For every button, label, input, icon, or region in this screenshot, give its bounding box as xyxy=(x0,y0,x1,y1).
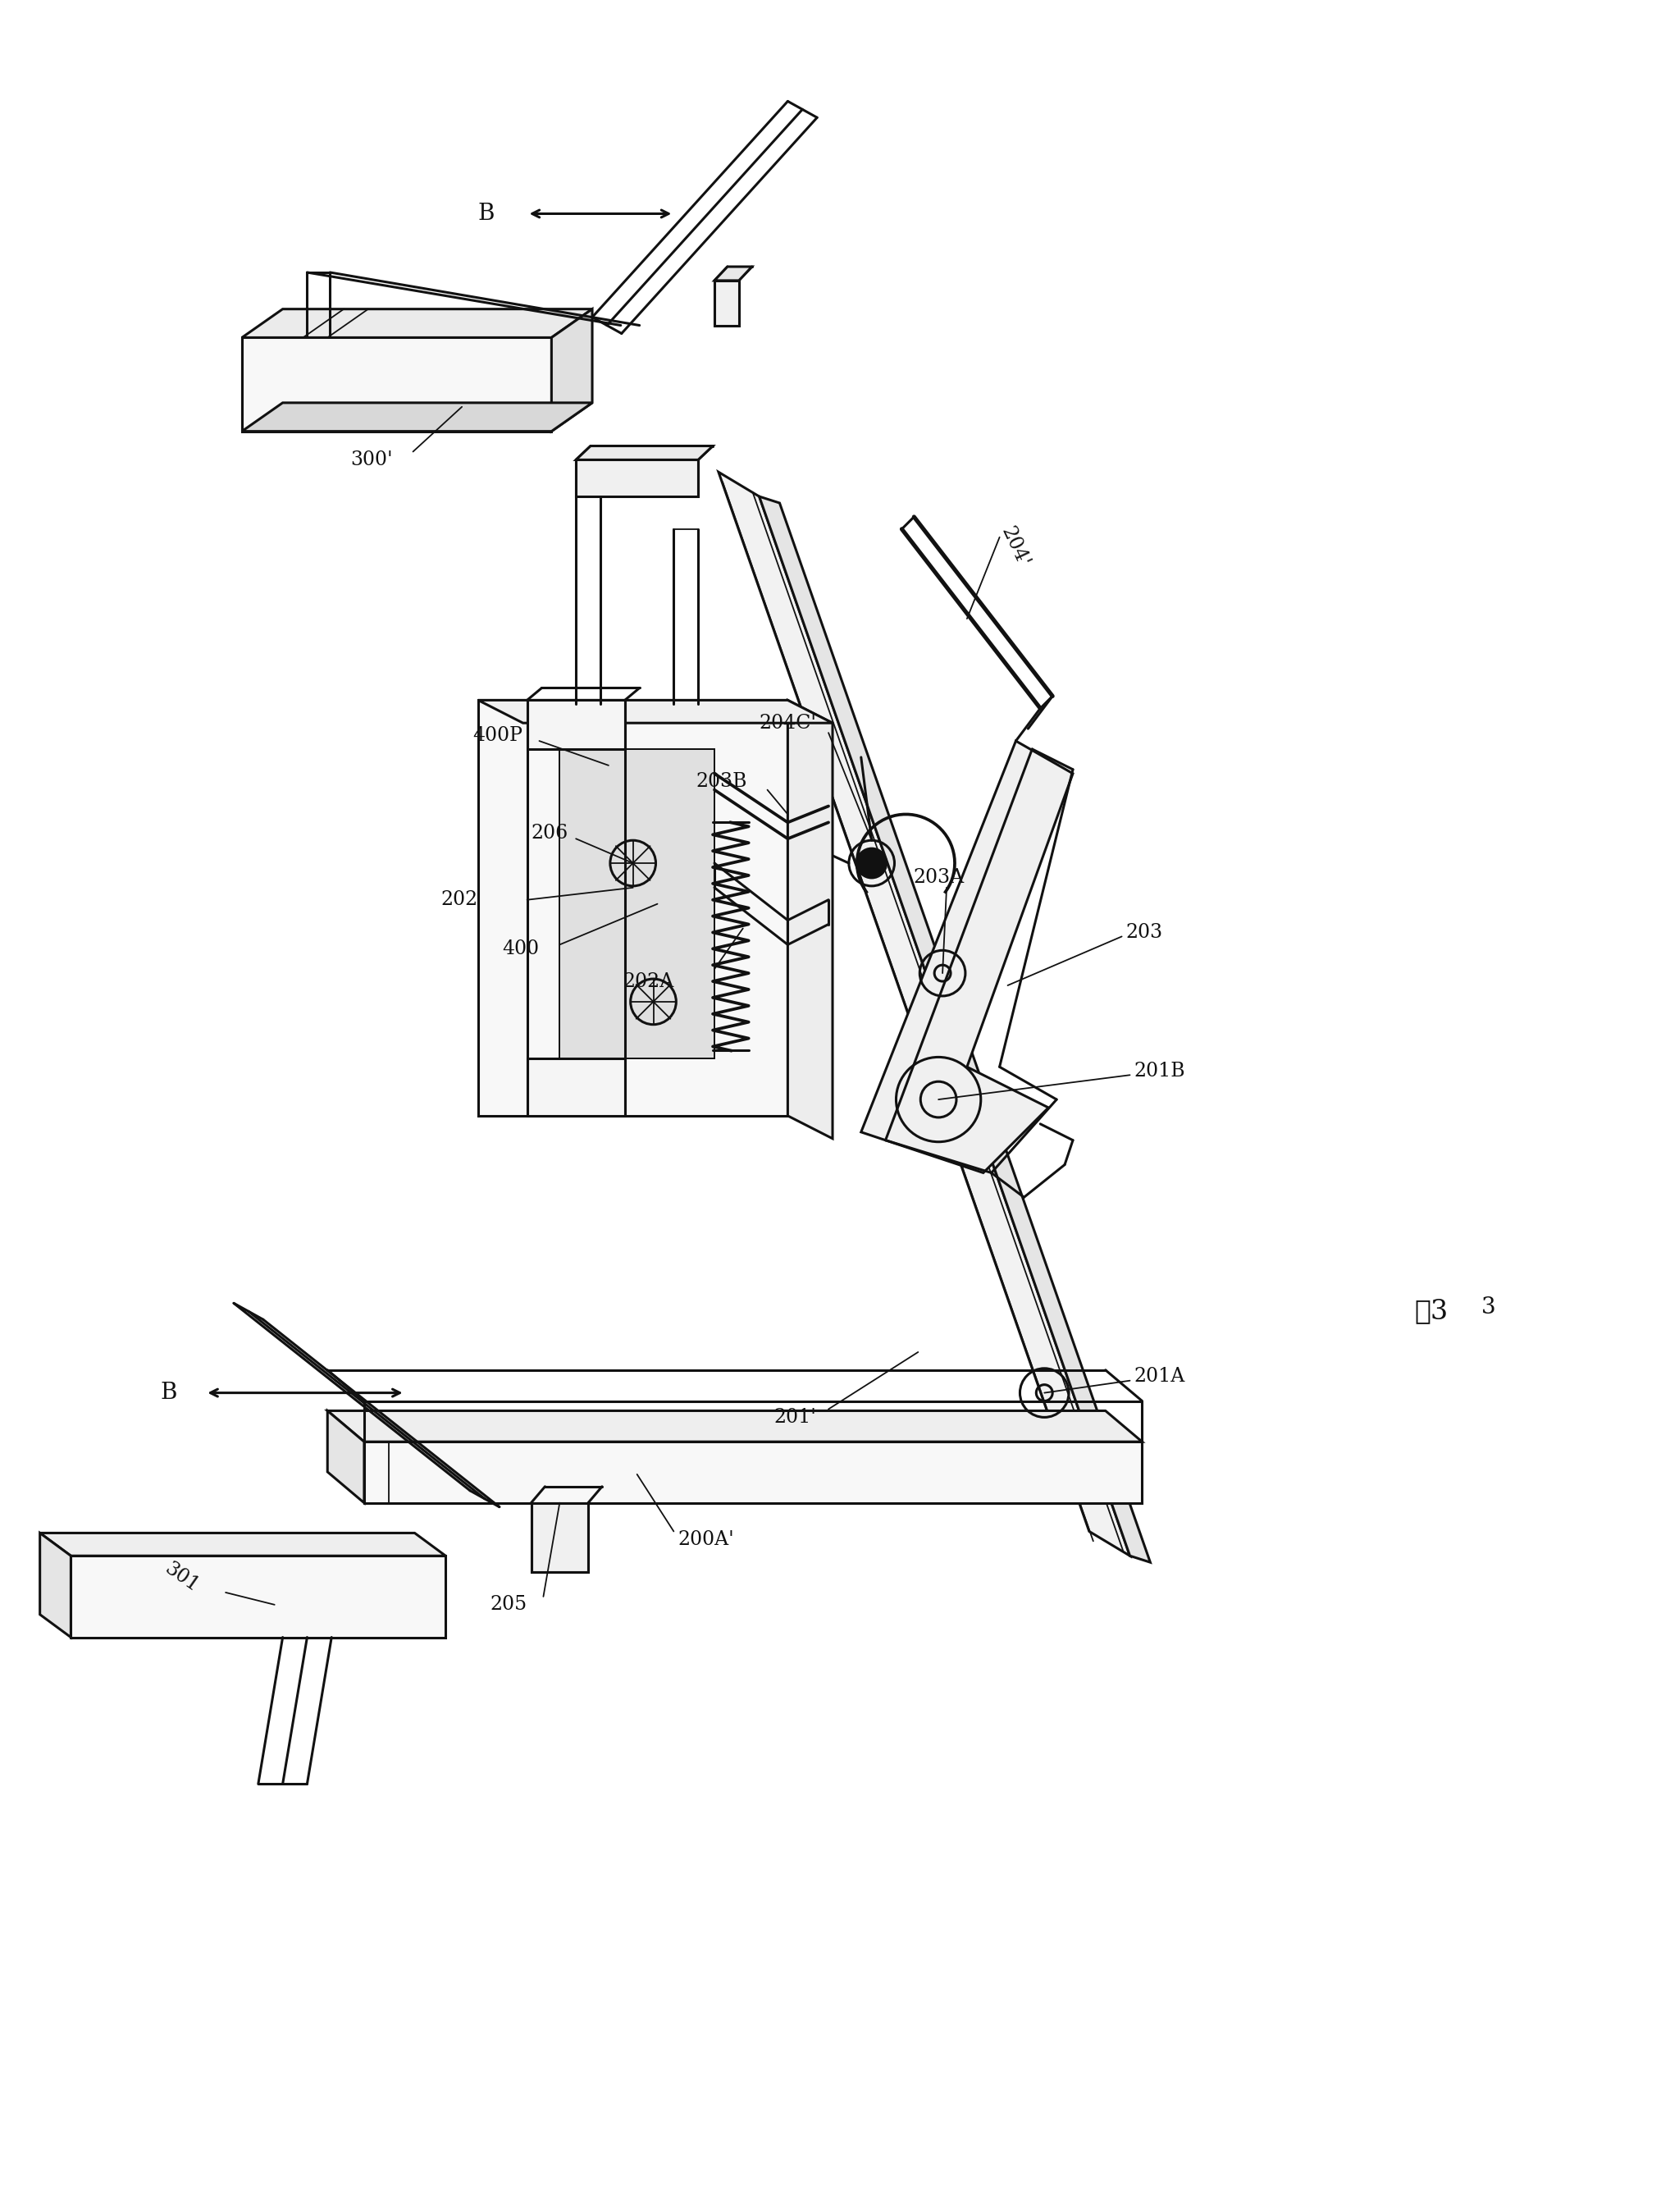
Text: 202: 202 xyxy=(441,891,478,909)
Polygon shape xyxy=(576,447,713,460)
Polygon shape xyxy=(40,1533,70,1637)
Text: 204C': 204C' xyxy=(758,714,817,732)
Polygon shape xyxy=(559,750,715,1060)
Polygon shape xyxy=(242,338,551,431)
Text: 301: 301 xyxy=(162,1559,202,1597)
Text: 400P: 400P xyxy=(473,726,523,745)
Polygon shape xyxy=(862,741,1072,1172)
Text: 205: 205 xyxy=(489,1595,528,1615)
Text: 3: 3 xyxy=(1481,1296,1496,1318)
Polygon shape xyxy=(364,1442,1142,1502)
Polygon shape xyxy=(242,403,593,431)
Text: 203B: 203B xyxy=(696,772,746,792)
Polygon shape xyxy=(760,495,1151,1562)
Polygon shape xyxy=(715,281,738,325)
Polygon shape xyxy=(242,310,593,338)
Polygon shape xyxy=(551,310,593,431)
Polygon shape xyxy=(531,1502,588,1573)
Polygon shape xyxy=(70,1555,446,1637)
Text: 201': 201' xyxy=(773,1407,817,1427)
Text: 201B: 201B xyxy=(1134,1062,1186,1079)
Polygon shape xyxy=(528,701,625,750)
Polygon shape xyxy=(40,1533,446,1555)
Polygon shape xyxy=(327,1411,1142,1442)
Text: 203A: 203A xyxy=(913,869,964,887)
Polygon shape xyxy=(715,268,752,281)
Text: 206: 206 xyxy=(531,823,568,843)
Text: B: B xyxy=(478,204,494,226)
Text: 200A': 200A' xyxy=(678,1531,735,1548)
Polygon shape xyxy=(478,701,788,1115)
Text: B: B xyxy=(160,1382,177,1405)
Polygon shape xyxy=(528,1060,625,1115)
Text: 图3: 图3 xyxy=(1414,1298,1448,1325)
Polygon shape xyxy=(478,701,833,723)
Text: 400: 400 xyxy=(503,940,539,958)
Text: 300': 300' xyxy=(351,451,392,469)
Circle shape xyxy=(857,849,887,878)
Polygon shape xyxy=(788,701,833,1139)
Text: 203: 203 xyxy=(1126,922,1162,942)
Text: 201A: 201A xyxy=(1134,1367,1186,1387)
Text: 202A: 202A xyxy=(623,971,673,991)
Polygon shape xyxy=(576,460,698,495)
Polygon shape xyxy=(718,471,1131,1555)
Polygon shape xyxy=(327,1411,364,1502)
Text: 204': 204' xyxy=(997,524,1032,571)
